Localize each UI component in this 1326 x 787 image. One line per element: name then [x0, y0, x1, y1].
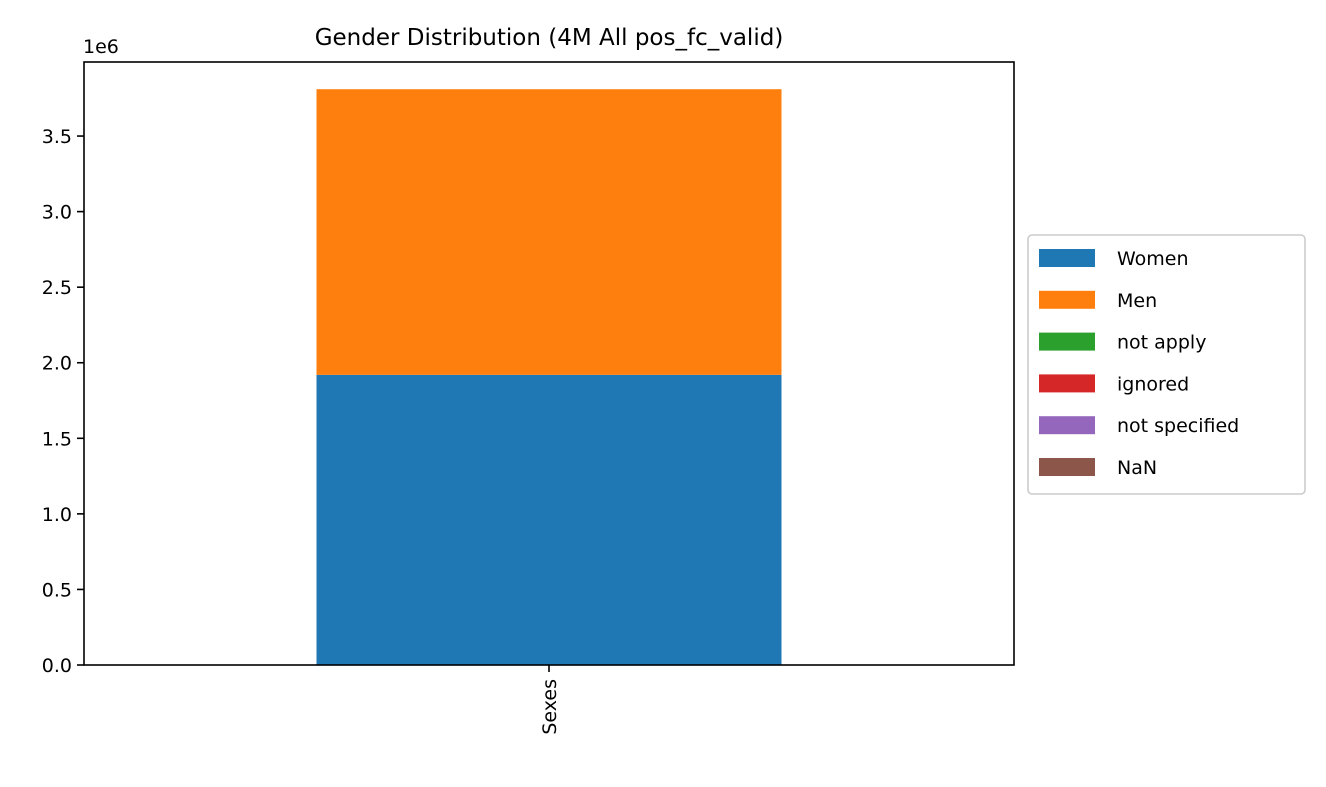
y-tick-label: 2.0	[42, 353, 72, 375]
x-tick-label: Sexes	[539, 679, 561, 735]
y-tick-label: 3.0	[42, 202, 72, 224]
legend-swatch	[1039, 332, 1095, 351]
legend-swatch	[1039, 249, 1095, 267]
y-tick-label: 3.5	[42, 126, 72, 148]
legend-label: Women	[1117, 248, 1189, 270]
legend: Women Men not apply ignored not specified NaN	[1027, 234, 1306, 495]
y-axis: 0.0 0.5 1.0 1.5 2.0 2.5 3.0 3.5	[42, 126, 84, 677]
legend-label: ignored	[1117, 373, 1189, 395]
y-tick-label: 0.5	[42, 579, 72, 601]
bar-men-sexes	[316, 89, 782, 375]
legend-swatch	[1039, 458, 1095, 476]
bars-group	[316, 89, 782, 665]
y-tick-label: 0.0	[42, 655, 72, 677]
y-tick-label: 1.5	[42, 428, 72, 450]
legend-swatch	[1039, 374, 1095, 393]
legend-box	[1027, 234, 1306, 495]
y-offset-label: 1e6	[83, 36, 119, 58]
x-axis: Sexes	[539, 665, 561, 735]
y-tick-label: 2.5	[42, 277, 72, 299]
legend-swatch	[1039, 416, 1095, 435]
legend-swatch	[1039, 290, 1095, 309]
chart-title: Gender Distribution (4M All pos_fc_valid…	[315, 25, 784, 51]
legend-label: NaN	[1117, 457, 1157, 479]
bar-women-sexes	[316, 374, 782, 665]
legend-label: not specified	[1117, 415, 1239, 437]
legend-label: Men	[1117, 290, 1157, 312]
y-tick-label: 1.0	[42, 504, 72, 526]
plot-frame	[83, 61, 1015, 666]
legend-label: not apply	[1117, 332, 1206, 354]
